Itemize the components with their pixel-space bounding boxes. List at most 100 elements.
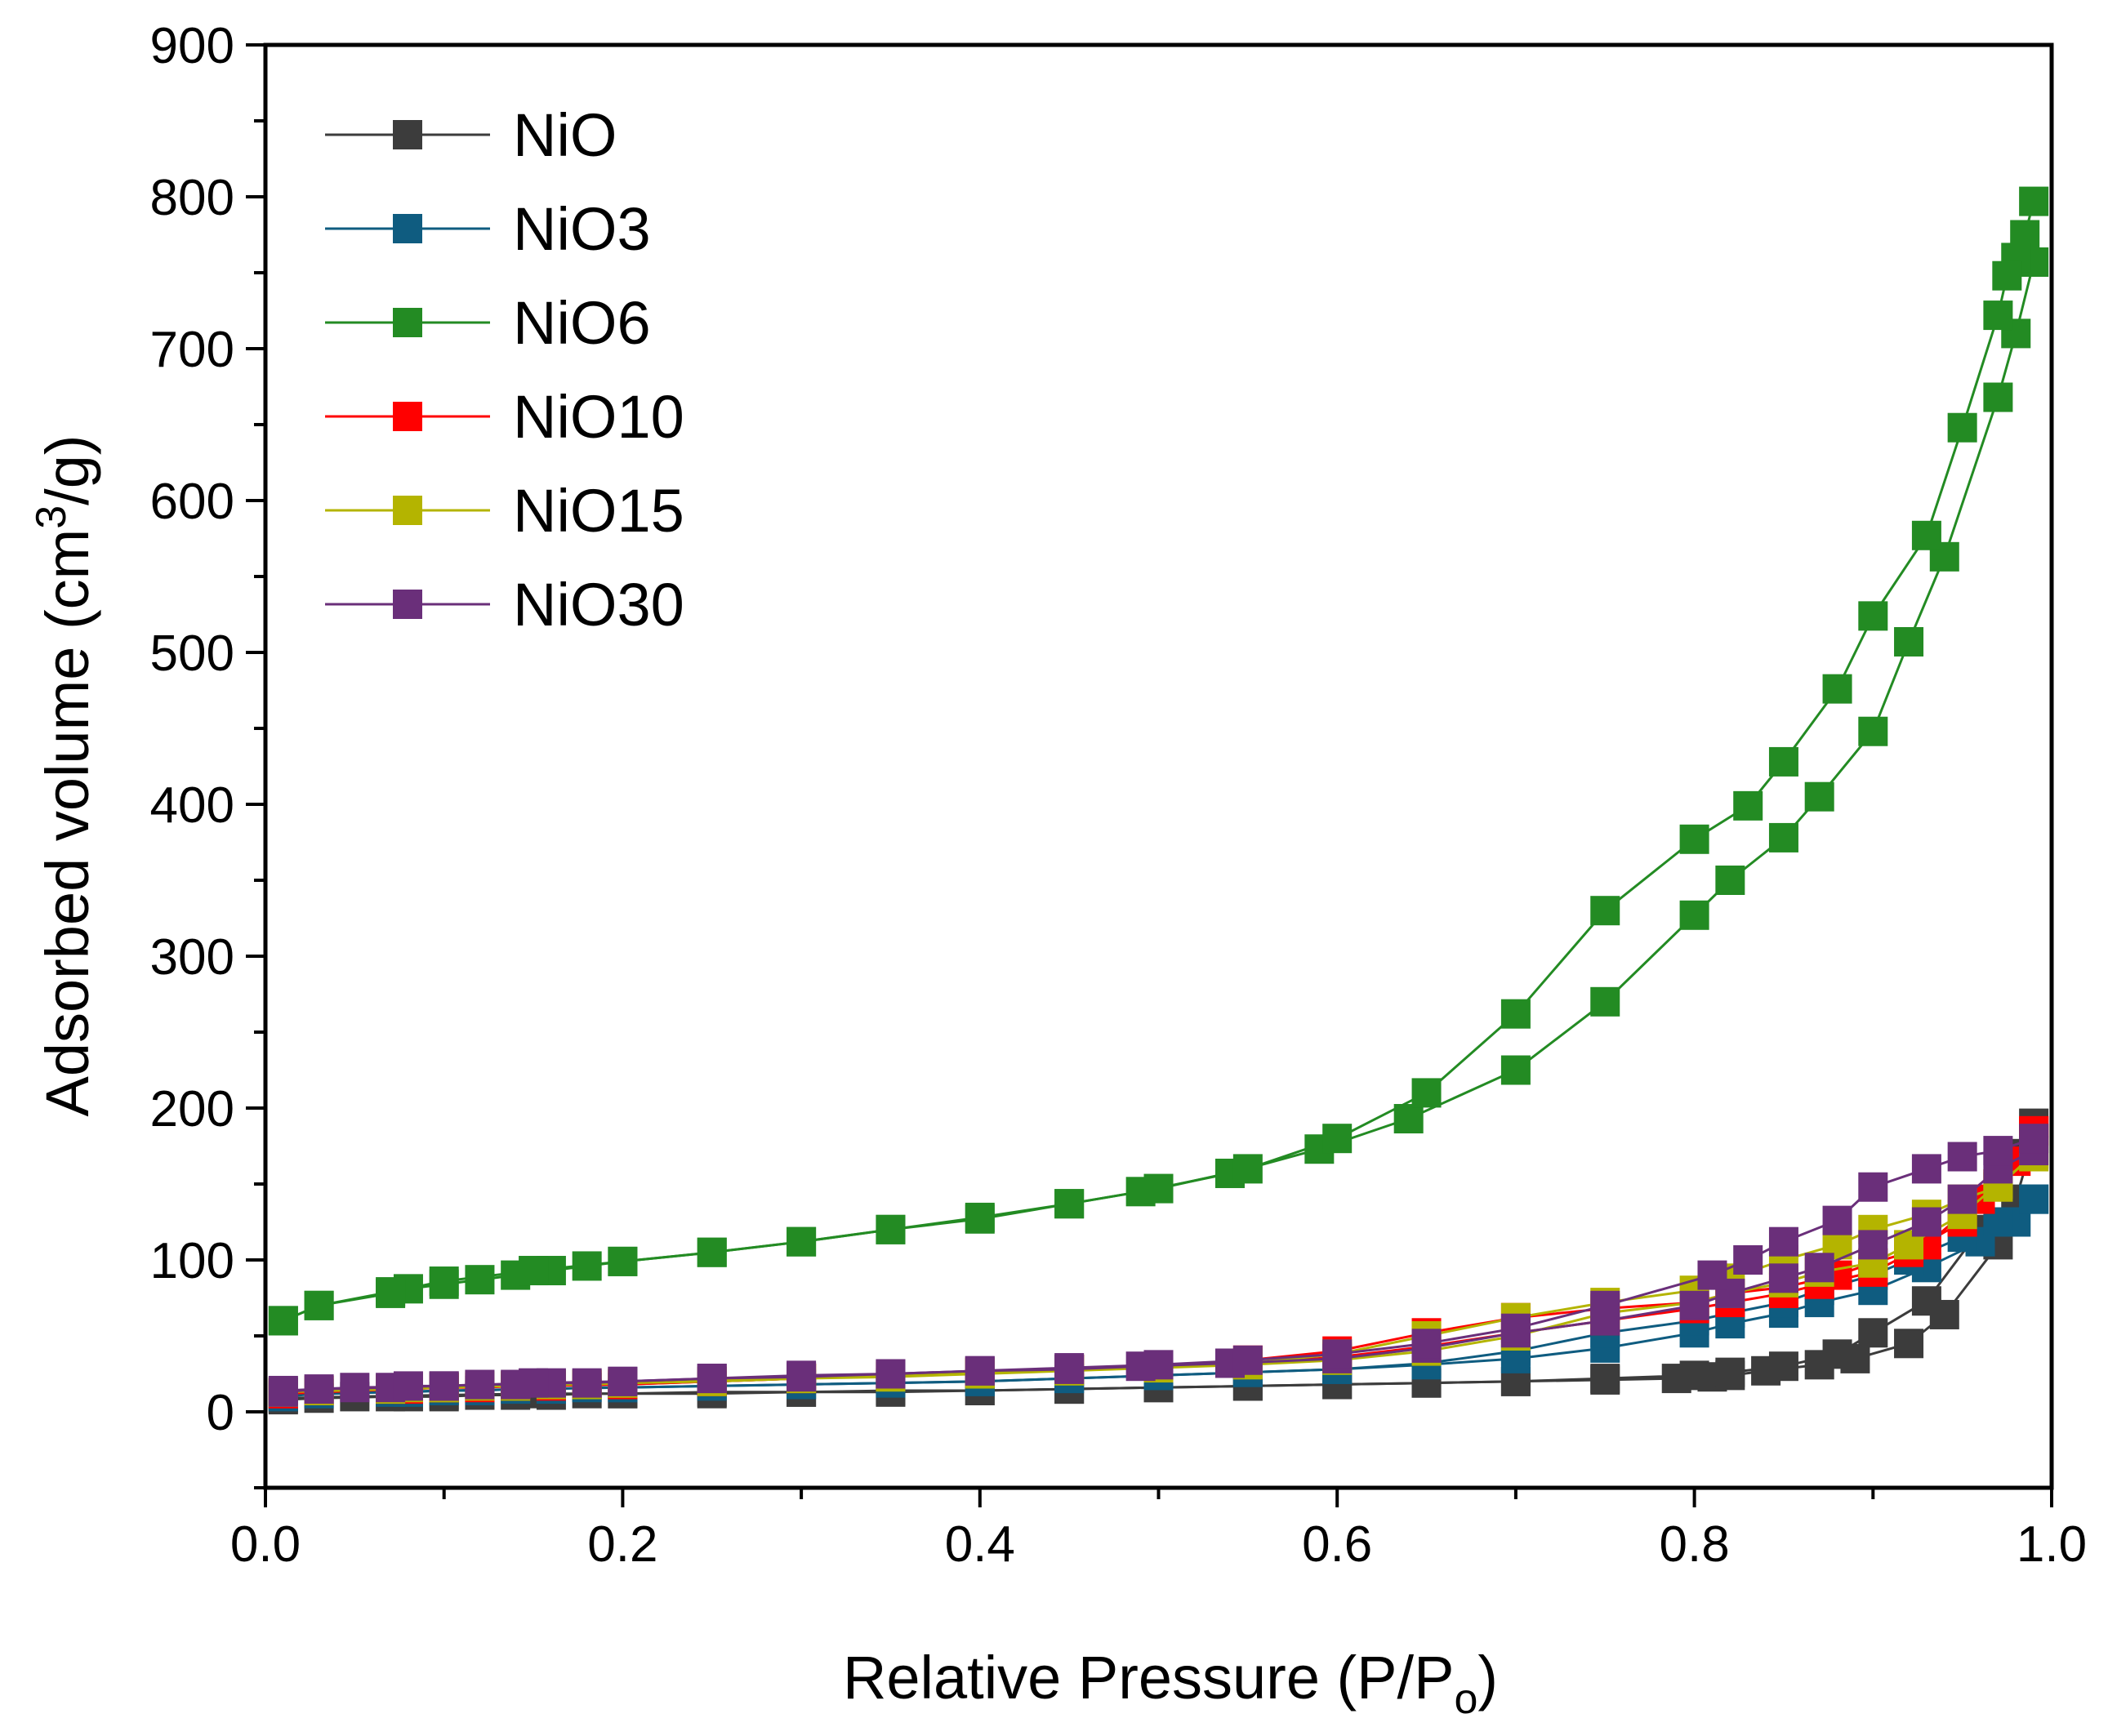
data-point [1947, 1142, 1977, 1172]
data-point [1715, 1357, 1745, 1387]
legend-item-nio30: NiO30 [325, 571, 684, 639]
data-point [787, 1226, 817, 1257]
series-layer [268, 186, 2049, 1415]
legend-marker [393, 308, 422, 337]
data-point [1733, 790, 1763, 821]
data-point [1679, 1290, 1709, 1320]
axis-ticks: 0.0 0.2 0.4 0.6 0.8 1.0 0 100 200 300 400 500 600 700… [150, 18, 2088, 1573]
legend-item-nio6: NiO6 [325, 289, 651, 357]
data-point [268, 1375, 298, 1405]
data-point [1911, 1154, 1941, 1184]
data-point [268, 1306, 298, 1336]
data-point [1500, 1055, 1531, 1085]
legend-label: NiO10 [513, 383, 684, 451]
x-axis-title-tail: ) [1477, 1644, 1498, 1712]
data-point [1232, 1154, 1263, 1184]
x-tick-label: 0.8 [1659, 1516, 1729, 1573]
y-axis-title-tail: /g) [33, 434, 101, 505]
data-point [1804, 781, 1834, 812]
y-tick-label: 800 [150, 170, 234, 226]
data-point [1697, 1260, 1727, 1290]
x-axis-title: Relative Pressure (P/Po) [843, 1644, 1498, 1723]
data-point [876, 1359, 906, 1389]
data-point [376, 1277, 406, 1307]
legend-marker [393, 214, 422, 243]
data-point [1393, 1104, 1424, 1134]
y-tick-label: 700 [150, 322, 234, 378]
data-point [1768, 822, 1798, 852]
data-point [1858, 1318, 1888, 1348]
data-point [1679, 1360, 1709, 1391]
data-point [697, 1364, 727, 1394]
data-point [1733, 1245, 1763, 1275]
data-point [1911, 1286, 1941, 1316]
y-axis-title-sup: 3 [28, 505, 75, 529]
data-point [1715, 866, 1745, 895]
data-point [465, 1369, 495, 1400]
data-point [965, 1204, 995, 1234]
legend-marker [393, 590, 422, 619]
legend-label: NiO [513, 101, 617, 169]
x-axis-title-sub: o [1454, 1676, 1477, 1723]
data-point [1411, 1329, 1442, 1359]
data-point [1411, 1078, 1442, 1108]
data-point [340, 1373, 370, 1403]
x-tick-label: 0.6 [1302, 1516, 1372, 1573]
legend-marker [393, 402, 422, 431]
data-point [1500, 1313, 1531, 1343]
legend: NiO NiO3 NiO6 NiO10 NiO15 NiO30 [325, 101, 684, 639]
data-point [304, 1290, 334, 1320]
data-point [572, 1368, 602, 1398]
data-point [1822, 1205, 1852, 1235]
legend-marker [393, 496, 422, 525]
data-point [876, 1214, 906, 1244]
data-point [1947, 412, 1977, 443]
y-tick-label: 100 [150, 1233, 234, 1289]
legend-item-nio15: NiO15 [325, 477, 684, 545]
data-point [1894, 626, 1924, 657]
data-point [1911, 1207, 1941, 1237]
data-point [465, 1265, 495, 1295]
data-point [1590, 986, 1620, 1017]
y-tick-label: 0 [207, 1385, 234, 1441]
data-point [1911, 520, 1941, 550]
legend-label: NiO3 [513, 195, 651, 263]
data-point [1143, 1173, 1174, 1204]
data-point [2019, 1184, 2049, 1214]
data-point [1590, 1290, 1620, 1320]
data-point [1768, 1351, 1798, 1382]
legend-label: NiO15 [513, 477, 684, 545]
data-point [1894, 1329, 1924, 1359]
legend-item-nio10: NiO10 [325, 383, 684, 451]
data-point [1232, 1345, 1263, 1375]
data-point [1500, 999, 1531, 1029]
y-tick-label: 200 [150, 1081, 234, 1137]
data-point [1768, 746, 1798, 777]
data-point [429, 1371, 459, 1401]
legend-label: NiO6 [513, 289, 651, 357]
x-tick-label: 0.0 [230, 1516, 301, 1573]
x-axis-title-main: Relative Pressure (P/P [843, 1644, 1455, 1712]
data-point [1322, 1339, 1353, 1369]
data-point [1858, 601, 1888, 631]
data-point [1858, 716, 1888, 746]
y-axis-title: Adsorbed volume (cm3/g) [28, 434, 101, 1116]
data-point [429, 1266, 459, 1297]
y-tick-label: 300 [150, 929, 234, 986]
data-point [1983, 382, 2013, 412]
data-point [1054, 1353, 1085, 1383]
data-point [1983, 1136, 2013, 1166]
data-point [608, 1246, 638, 1276]
data-point [1983, 300, 2013, 331]
x-tick-label: 0.2 [587, 1516, 657, 1573]
y-tick-label: 900 [150, 18, 234, 74]
data-point [2019, 186, 2049, 216]
data-point [1768, 1226, 1798, 1257]
data-point [787, 1360, 817, 1391]
y-tick-label: 600 [150, 474, 234, 530]
data-point [519, 1368, 549, 1398]
data-point [965, 1355, 995, 1386]
data-point [1590, 1364, 1620, 1394]
data-point [1679, 900, 1709, 930]
